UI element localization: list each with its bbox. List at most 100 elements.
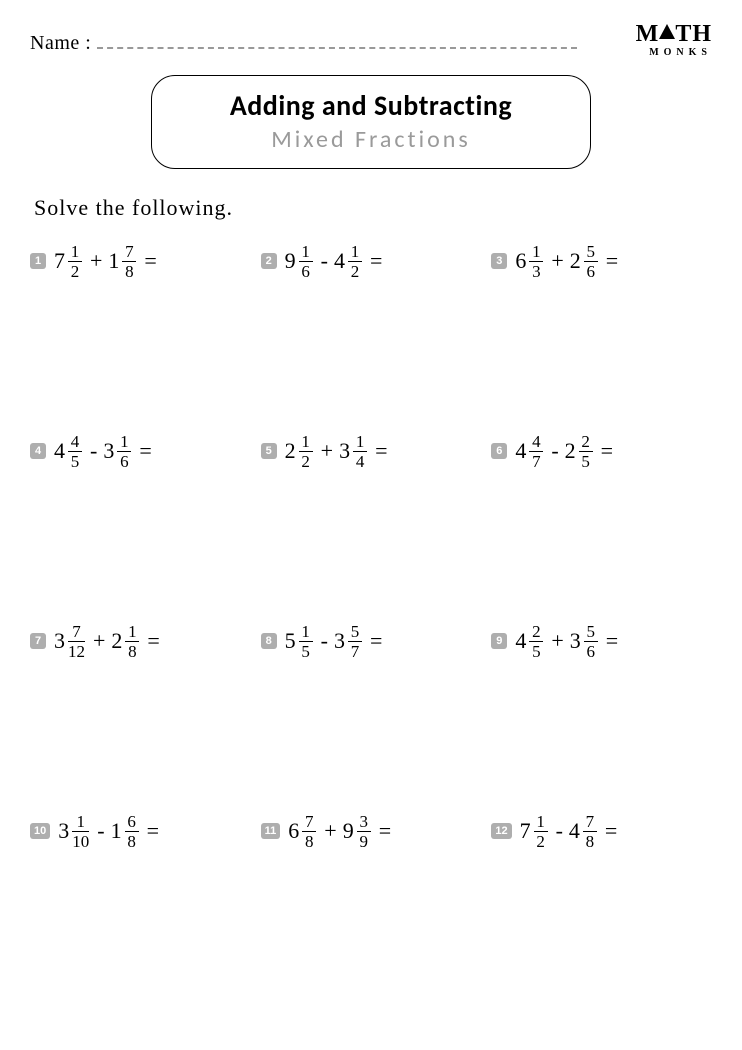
expression: 712-478=	[520, 813, 618, 850]
problem-grid: 1712+178=2916-412=3613+256=4445-316=5212…	[30, 243, 712, 1003]
operand-a-whole: 6	[288, 818, 299, 844]
operand-b-fraction: 68	[125, 813, 139, 850]
equals-sign: =	[606, 628, 618, 654]
problem: 11678+939=	[261, 813, 482, 1003]
denominator: 6	[120, 452, 129, 470]
operand-b-whole: 3	[339, 438, 350, 464]
numerator: 1	[356, 433, 365, 451]
expression: 425+356=	[515, 623, 618, 660]
denominator: 7	[351, 642, 360, 660]
expression: 445-316=	[54, 433, 152, 470]
numerator: 3	[359, 813, 368, 831]
problem: 5212+314=	[261, 433, 482, 623]
operand-b-fraction: 12	[348, 243, 362, 280]
operator: -	[321, 628, 328, 654]
title-box: Adding and Subtracting Mixed Fractions	[151, 75, 591, 169]
title-sub: Mixed Fractions	[162, 125, 580, 154]
denominator: 8	[586, 832, 595, 850]
problem: 8515-357=	[261, 623, 482, 813]
operand-a-whole: 4	[515, 438, 526, 464]
denominator: 8	[125, 262, 134, 280]
problem: 12712-478=	[491, 813, 712, 1003]
logo-letters-th: TH	[675, 21, 712, 47]
numerator: 7	[305, 813, 314, 831]
problem: 4445-316=	[30, 433, 251, 623]
operand-b-whole: 1	[108, 248, 119, 274]
denominator: 2	[351, 262, 360, 280]
denominator: 6	[587, 262, 596, 280]
operand-a-fraction: 12	[534, 813, 548, 850]
name-input-line[interactable]	[97, 28, 577, 49]
operand-b-fraction: 57	[348, 623, 362, 660]
numerator: 7	[125, 243, 134, 261]
operand-b-whole: 2	[111, 628, 122, 654]
operand-b-whole: 3	[103, 438, 114, 464]
operand-b-fraction: 16	[117, 433, 131, 470]
denominator: 12	[68, 642, 85, 660]
numerator: 4	[71, 433, 80, 451]
operand-b-whole: 2	[570, 248, 581, 274]
problem: 103110-168=	[30, 813, 251, 1003]
logo-top: M TH	[636, 24, 712, 46]
expression: 712+178=	[54, 243, 157, 280]
operand-a-whole: 2	[285, 438, 296, 464]
operand-a-whole: 3	[58, 818, 69, 844]
denominator: 6	[587, 642, 596, 660]
expression: 613+256=	[515, 243, 618, 280]
denominator: 9	[359, 832, 368, 850]
operator: -	[97, 818, 104, 844]
header: Name : MTH MONKS	[30, 28, 712, 57]
operand-a-whole: 5	[285, 628, 296, 654]
operator: +	[324, 818, 336, 844]
numerator: 1	[301, 433, 310, 451]
numerator: 1	[77, 813, 86, 831]
operand-a-whole: 7	[54, 248, 65, 274]
expression: 515-357=	[285, 623, 383, 660]
numerator: 7	[586, 813, 595, 831]
operator: +	[321, 438, 333, 464]
operand-a-fraction: 13	[529, 243, 543, 280]
logo-bottom: MONKS	[636, 48, 712, 57]
problem: 6447-225=	[491, 433, 712, 623]
expression: 447-225=	[515, 433, 613, 470]
expression: 678+939=	[288, 813, 391, 850]
operator: -	[321, 248, 328, 274]
numerator: 1	[532, 243, 541, 261]
name-label: Name :	[30, 32, 91, 55]
title-main: Adding and Subtracting	[162, 88, 580, 123]
problem: 1712+178=	[30, 243, 251, 433]
operand-a-whole: 4	[515, 628, 526, 654]
denominator: 8	[128, 642, 137, 660]
numerator: 1	[301, 243, 310, 261]
numerator: 2	[581, 433, 590, 451]
denominator: 6	[301, 262, 310, 280]
operand-a-whole: 7	[520, 818, 531, 844]
equals-sign: =	[375, 438, 387, 464]
denominator: 2	[71, 262, 80, 280]
logo: M TH MONKS	[636, 24, 712, 57]
equals-sign: =	[370, 248, 382, 274]
problem-number-badge: 7	[30, 633, 46, 649]
equals-sign: =	[605, 818, 617, 844]
problem-number-badge: 6	[491, 443, 507, 459]
operand-a-fraction: 25	[529, 623, 543, 660]
numerator: 1	[128, 623, 137, 641]
denominator: 7	[532, 452, 541, 470]
operator: +	[551, 248, 563, 274]
logo-letter-m: M	[636, 21, 660, 47]
denominator: 4	[356, 452, 365, 470]
problem: 7 3712+218=	[30, 623, 251, 813]
problem-number-badge: 4	[30, 443, 46, 459]
expression: 3712+218=	[54, 623, 160, 660]
numerator: 2	[532, 623, 541, 641]
denominator: 3	[532, 262, 541, 280]
operand-b-fraction: 18	[125, 623, 139, 660]
numerator: 1	[536, 813, 545, 831]
denominator: 2	[301, 452, 310, 470]
operator: -	[551, 438, 558, 464]
expression: 3110-168=	[58, 813, 159, 850]
numerator: 1	[71, 243, 80, 261]
operand-b-fraction: 78	[583, 813, 597, 850]
operand-b-whole: 4	[569, 818, 580, 844]
operand-b-whole: 4	[334, 248, 345, 274]
